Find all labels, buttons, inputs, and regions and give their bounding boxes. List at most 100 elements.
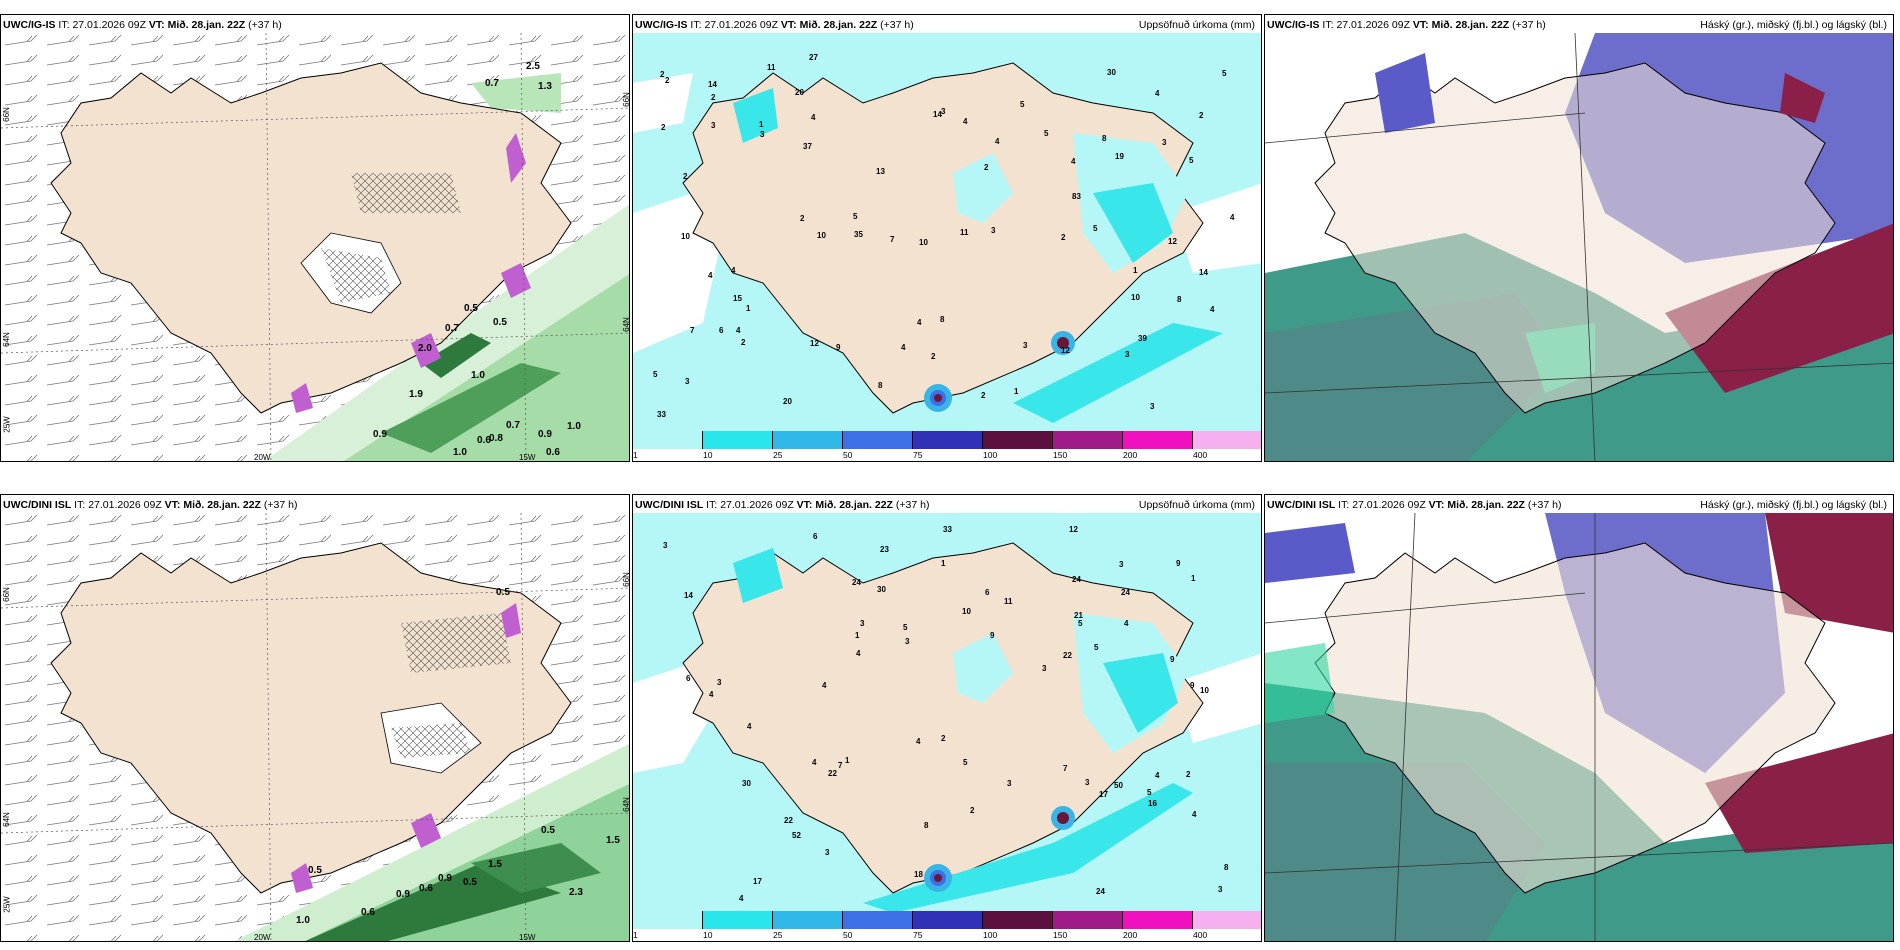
precip-amount-label: 2 — [984, 163, 989, 172]
precip-amount-label: 2 — [660, 70, 665, 79]
precip-value: 1.9 — [409, 389, 423, 400]
precip-amount-label: 14 — [1199, 268, 1208, 277]
precip-value: 1.3 — [538, 81, 552, 92]
precip-amount-label: 23 — [880, 545, 889, 554]
lon-label: 15W — [519, 933, 536, 942]
panel-header: UWC/DINI ISL IT: 27.01.2026 09Z VT: Mið.… — [635, 497, 1259, 513]
map-area — [1, 513, 629, 941]
precip-amount-label: 2 — [1186, 770, 1191, 779]
precip-amount-label: 19 — [1115, 152, 1124, 161]
precip-amount-label: 21 — [1074, 611, 1083, 620]
map-title: Uppsöfnuð úrkoma (mm) — [1138, 499, 1255, 511]
precip-amount-label: 24 — [852, 578, 861, 587]
precip-amount-label: 8 — [1177, 295, 1182, 304]
colorbar-swatch — [913, 911, 983, 929]
precip-amount-label: 13 — [876, 167, 885, 176]
vt-label: VT: — [148, 19, 165, 31]
precip-amount-label: 9 — [990, 631, 995, 640]
lon-label: 15W — [519, 453, 536, 462]
precip-amount-label: 4 — [1155, 89, 1160, 98]
precip-amount-label: 5 — [1078, 619, 1083, 628]
precip-amount-label: 50 — [1114, 781, 1123, 790]
precip-amount-label: 8 — [1224, 863, 1229, 872]
precip-amount-label: 20 — [795, 88, 804, 97]
precip-value: 0.8 — [489, 433, 503, 444]
precip-amount-label: 5 — [1147, 788, 1152, 797]
precip-amount-label: 3 — [760, 130, 765, 139]
model-name: UWC/IG-IS — [1267, 19, 1320, 31]
precip-value: 1.0 — [453, 447, 467, 458]
precip-amount-label: 3 — [1085, 778, 1090, 787]
lat-label: 66N — [1, 587, 11, 602]
valid-time: Mið. 28.jan. 22Z — [167, 19, 246, 31]
valid-time: Mið. 28.jan. 22Z — [1447, 499, 1525, 511]
precip-amount-label: 5 — [963, 758, 968, 767]
colorbar-tick: 100 — [983, 450, 998, 460]
precip-value: 2.5 — [526, 61, 540, 72]
colorbar-swatch — [1053, 911, 1123, 929]
precip-amount-label: 7 — [1063, 764, 1068, 773]
it-label: IT: — [74, 499, 86, 511]
precip-amount-label: 1 — [845, 756, 850, 765]
precip-amount-label: 15 — [733, 294, 742, 303]
precip-amount-label: 9 — [1170, 655, 1175, 664]
precip-amount-label: 3 — [1042, 664, 1047, 673]
lon-label: 20W — [254, 453, 271, 462]
precip-value: 0.9 — [538, 429, 552, 440]
precip-amount-label: 83 — [1072, 192, 1081, 201]
model-name: UWC/IG-IS — [3, 19, 56, 31]
colorbar-swatch — [703, 431, 773, 449]
precip-amount-label: 4 — [995, 137, 1000, 146]
precip-amount-label: 5 — [853, 212, 858, 221]
model-name: UWC/DINI ISL — [3, 499, 72, 511]
precip-value: 0.6 — [546, 447, 560, 458]
init-time: 27.01.2026 09Z — [1336, 19, 1410, 31]
vt-label: VT: — [164, 499, 181, 511]
lat-label: 66N — [621, 92, 630, 107]
colorbar-tick: 10 — [703, 930, 713, 940]
precip-amount-label: 4 — [822, 681, 827, 690]
precip-value: 1.5 — [488, 859, 502, 870]
colorbar-tick: 50 — [843, 930, 853, 940]
precip-amount-label: 5 — [1189, 156, 1194, 165]
precip-amount-label: 2 — [941, 734, 946, 743]
map-area — [1265, 513, 1893, 941]
precip-amount-label: 7 — [838, 761, 843, 770]
precip-value: 0.6 — [477, 435, 491, 446]
precip-value: 1.5 — [606, 835, 620, 846]
precip-amount-label: 16 — [1148, 799, 1157, 808]
colorbar-swatch — [1123, 911, 1193, 929]
precip-amount-label: 37 — [803, 142, 812, 151]
vt-label: VT: — [1428, 499, 1445, 511]
colorbar-tick: 1 — [633, 930, 638, 940]
precip-amount-label: 4 — [709, 690, 714, 699]
colorbar-tick: 150 — [1053, 450, 1068, 460]
precip-amount-label: 2 — [1199, 111, 1204, 120]
precip-amount-label: 4 — [747, 722, 752, 731]
precip-amount-label: 2 — [931, 352, 936, 361]
precip-value: 0.9 — [373, 429, 387, 440]
precip-amount-label: 11 — [960, 228, 969, 237]
precip-amount-label: 4 — [916, 737, 921, 746]
colorbar-swatch — [633, 431, 703, 449]
precip-value: 1.0 — [567, 421, 581, 432]
precip-amount-label: 1 — [1133, 266, 1138, 275]
precip-value: 0.5 — [464, 303, 478, 314]
precip-amount-label: 22 — [784, 816, 793, 825]
lead-time: (+37 h) — [248, 19, 282, 31]
precip-amount-label: 8 — [1102, 134, 1107, 143]
precip-amount-label: 3 — [860, 619, 865, 628]
panel-header: UWC/IG-IS IT: 27.01.2026 09Z VT: Mið. 28… — [3, 17, 627, 33]
colorbar-swatch — [983, 431, 1053, 449]
panel-header: UWC/IG-IS IT: 27.01.2026 09Z VT: Mið. 28… — [1267, 17, 1891, 33]
colorbar-tick: 25 — [773, 930, 783, 940]
colorbar-swatch — [913, 431, 983, 449]
it-label: IT: — [706, 499, 718, 511]
precip-amount-label: 30 — [877, 585, 886, 594]
precip-amount-label: 52 — [792, 831, 801, 840]
lead-time: (+37 h) — [880, 19, 914, 31]
precip-amount-label: 5 — [903, 623, 908, 632]
colorbar-tick: 75 — [913, 450, 923, 460]
precip-amount-label: 10 — [962, 607, 971, 616]
colorbar-swatch — [843, 911, 913, 929]
